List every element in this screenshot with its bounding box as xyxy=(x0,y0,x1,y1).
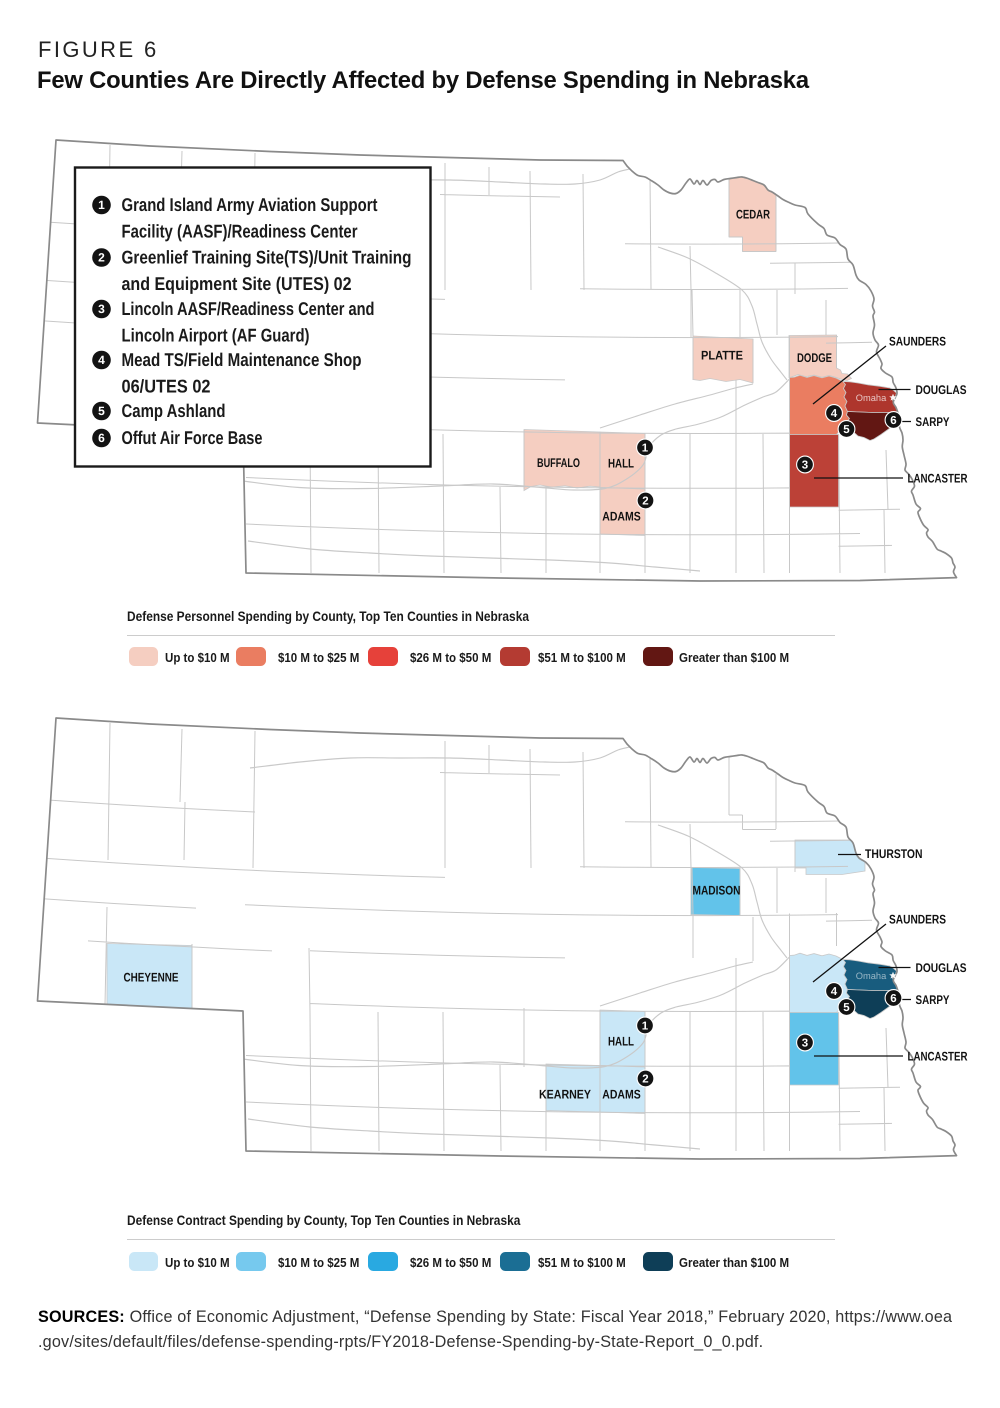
svg-text:SARPY: SARPY xyxy=(916,415,951,429)
svg-text:6: 6 xyxy=(890,415,896,427)
svg-text:Omaha: Omaha xyxy=(856,393,887,403)
svg-text:THURSTON: THURSTON xyxy=(865,847,923,861)
svg-text:4: 4 xyxy=(98,353,105,367)
svg-text:3: 3 xyxy=(98,302,105,316)
svg-text:Lincoln AASF/Readiness Center: Lincoln AASF/Readiness Center and xyxy=(122,298,375,319)
svg-text:Camp Ashland: Camp Ashland xyxy=(122,400,226,421)
svg-text:KEARNEY: KEARNEY xyxy=(539,1087,592,1101)
svg-text:5: 5 xyxy=(98,404,105,418)
svg-text:ADAMS: ADAMS xyxy=(602,509,641,523)
svg-text:LANCASTER: LANCASTER xyxy=(908,1049,968,1063)
svg-text:2: 2 xyxy=(98,251,105,265)
svg-text:06/UTES 02: 06/UTES 02 xyxy=(122,376,211,397)
svg-text:2: 2 xyxy=(642,1074,648,1086)
svg-text:1: 1 xyxy=(642,1021,649,1033)
svg-text:DOUGLAS: DOUGLAS xyxy=(916,383,967,397)
svg-text:6: 6 xyxy=(98,431,105,445)
svg-text:SAUNDERS: SAUNDERS xyxy=(889,912,946,926)
svg-text:SAUNDERS: SAUNDERS xyxy=(889,334,946,348)
svg-text:Omaha: Omaha xyxy=(856,971,887,981)
svg-text:Mead TS/Field Maintenance Shop: Mead TS/Field Maintenance Shop xyxy=(122,349,362,370)
svg-text:4: 4 xyxy=(831,408,838,420)
svg-text:1: 1 xyxy=(98,198,105,212)
svg-text:3: 3 xyxy=(802,1038,808,1050)
svg-text:LANCASTER: LANCASTER xyxy=(908,471,968,485)
svg-text:DODGE: DODGE xyxy=(797,351,832,365)
svg-text:3: 3 xyxy=(802,460,808,472)
svg-text:5: 5 xyxy=(843,1002,850,1014)
svg-text:CHEYENNE: CHEYENNE xyxy=(124,970,179,984)
svg-text:1: 1 xyxy=(642,443,649,455)
svg-text:4: 4 xyxy=(831,986,838,998)
svg-text:Grand Island Army Aviation Sup: Grand Island Army Aviation Support xyxy=(122,194,378,215)
svg-text:Lincoln Airport (AF Guard): Lincoln Airport (AF Guard) xyxy=(122,325,310,346)
svg-text:5: 5 xyxy=(843,424,850,436)
svg-text:Offut Air Force Base: Offut Air Force Base xyxy=(122,427,263,448)
svg-text:6: 6 xyxy=(890,993,896,1005)
svg-text:CEDAR: CEDAR xyxy=(736,207,770,221)
svg-text:DOUGLAS: DOUGLAS xyxy=(916,961,967,975)
svg-text:HALL: HALL xyxy=(608,456,634,470)
svg-text:ADAMS: ADAMS xyxy=(602,1087,641,1101)
svg-text:Greenlief Training Site(TS)/Un: Greenlief Training Site(TS)/Unit Trainin… xyxy=(122,247,412,268)
svg-text:PLATTE: PLATTE xyxy=(701,348,743,362)
svg-text:MADISON: MADISON xyxy=(693,883,741,897)
svg-text:BUFFALO: BUFFALO xyxy=(537,456,580,470)
svg-text:and Equipment Site (UTES) 02: and Equipment Site (UTES) 02 xyxy=(122,273,352,294)
svg-text:HALL: HALL xyxy=(608,1034,634,1048)
svg-text:Facility (AASF)/Readiness Cent: Facility (AASF)/Readiness Center xyxy=(122,221,358,242)
svg-text:SARPY: SARPY xyxy=(916,993,951,1007)
svg-text:2: 2 xyxy=(642,496,648,508)
